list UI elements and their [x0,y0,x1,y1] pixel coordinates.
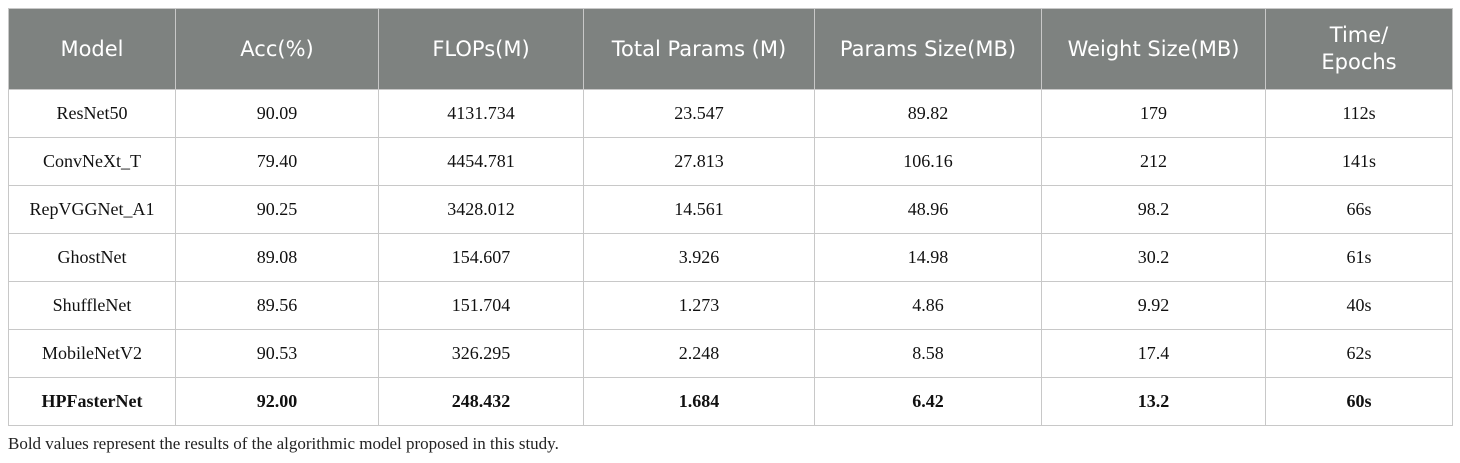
table-cell: 141s [1265,137,1453,186]
footnote: Bold values represent the results of the… [8,434,559,453]
table-cell: MobileNetV2 [8,329,176,378]
table-cell: 60s [1265,377,1453,426]
table-cell: 8.58 [814,329,1042,378]
table-row: ShuffleNet 89.56 151.704 1.273 4.86 9.92 40s [8,281,1453,330]
table-cell: 90.09 [175,89,379,138]
table-row: ResNet50 90.09 4131.734 23.547 89.82 179 112s [8,89,1453,138]
table-cell: 9.92 [1041,281,1266,330]
header-row: Model Acc(%) FLOPs(M) Total Params (M) Param… [8,8,1453,90]
table-cell: 179 [1041,89,1266,138]
table-cell: 27.813 [583,137,815,186]
table-cell: 30.2 [1041,233,1266,282]
table-cell: 23.547 [583,89,815,138]
table-cell: 14.98 [814,233,1042,282]
table-row: ConvNeXt_T 79.40 4454.781 27.813 106.16 212 14… [8,137,1453,186]
table-cell: 1.684 [583,377,815,426]
table-cell: 112s [1265,89,1453,138]
table-cell: HPFasterNet [8,377,176,426]
table-cell: 92.00 [175,377,379,426]
table-cell: 2.248 [583,329,815,378]
table-cell: 326.295 [378,329,584,378]
table-row: RepVGGNet_A1 90.25 3428.012 14.561 48.96 98.2… [8,185,1453,234]
table-cell: 106.16 [814,137,1042,186]
table-cell: 4454.781 [378,137,584,186]
table-cell: 1.273 [583,281,815,330]
table-cell: 98.2 [1041,185,1266,234]
header-cell: Time/ Epochs [1265,8,1453,90]
table-cell: 13.2 [1041,377,1266,426]
table-cell: RepVGGNet_A1 [8,185,176,234]
table-cell: ConvNeXt_T [8,137,176,186]
table-cell: GhostNet [8,233,176,282]
header-cell: Total Params (M) [583,8,815,90]
results-table: Model Acc(%) FLOPs(M) Total Params (M) Param… [8,8,1453,426]
table-cell: 66s [1265,185,1453,234]
table-cell: 6.42 [814,377,1042,426]
table-cell: 3428.012 [378,185,584,234]
table-row: HPFasterNet 92.00 248.432 1.684 6.42 13.2 60s [8,377,1453,426]
table-body: ResNet50 90.09 4131.734 23.547 89.82 179 112s C… [8,89,1453,426]
table-cell: 40s [1265,281,1453,330]
table-cell: 79.40 [175,137,379,186]
header-cell: Weight Size(MB) [1041,8,1266,90]
table-cell: 90.53 [175,329,379,378]
table-cell: 90.25 [175,185,379,234]
table-cell: 14.561 [583,185,815,234]
table-cell: 89.08 [175,233,379,282]
table-cell: 3.926 [583,233,815,282]
table-cell: 154.607 [378,233,584,282]
header-cell: FLOPs(M) [378,8,584,90]
header-cell: Model [8,8,176,90]
header-cell: Acc(%) [175,8,379,90]
table-cell: ShuffleNet [8,281,176,330]
table-cell: 17.4 [1041,329,1266,378]
table-cell: 4.86 [814,281,1042,330]
table-cell: 48.96 [814,185,1042,234]
table-row: MobileNetV2 90.53 326.295 2.248 8.58 17.4 62s [8,329,1453,378]
table-cell: 151.704 [378,281,584,330]
header-cell: Params Size(MB) [814,8,1042,90]
table-cell: ResNet50 [8,89,176,138]
table-cell: 212 [1041,137,1266,186]
table-cell: 248.432 [378,377,584,426]
table-cell: 4131.734 [378,89,584,138]
table-cell: 61s [1265,233,1453,282]
table-row: GhostNet 89.08 154.607 3.926 14.98 30.2 61s [8,233,1453,282]
table-cell: 89.82 [814,89,1042,138]
table-cell: 89.56 [175,281,379,330]
table-cell: 62s [1265,329,1453,378]
